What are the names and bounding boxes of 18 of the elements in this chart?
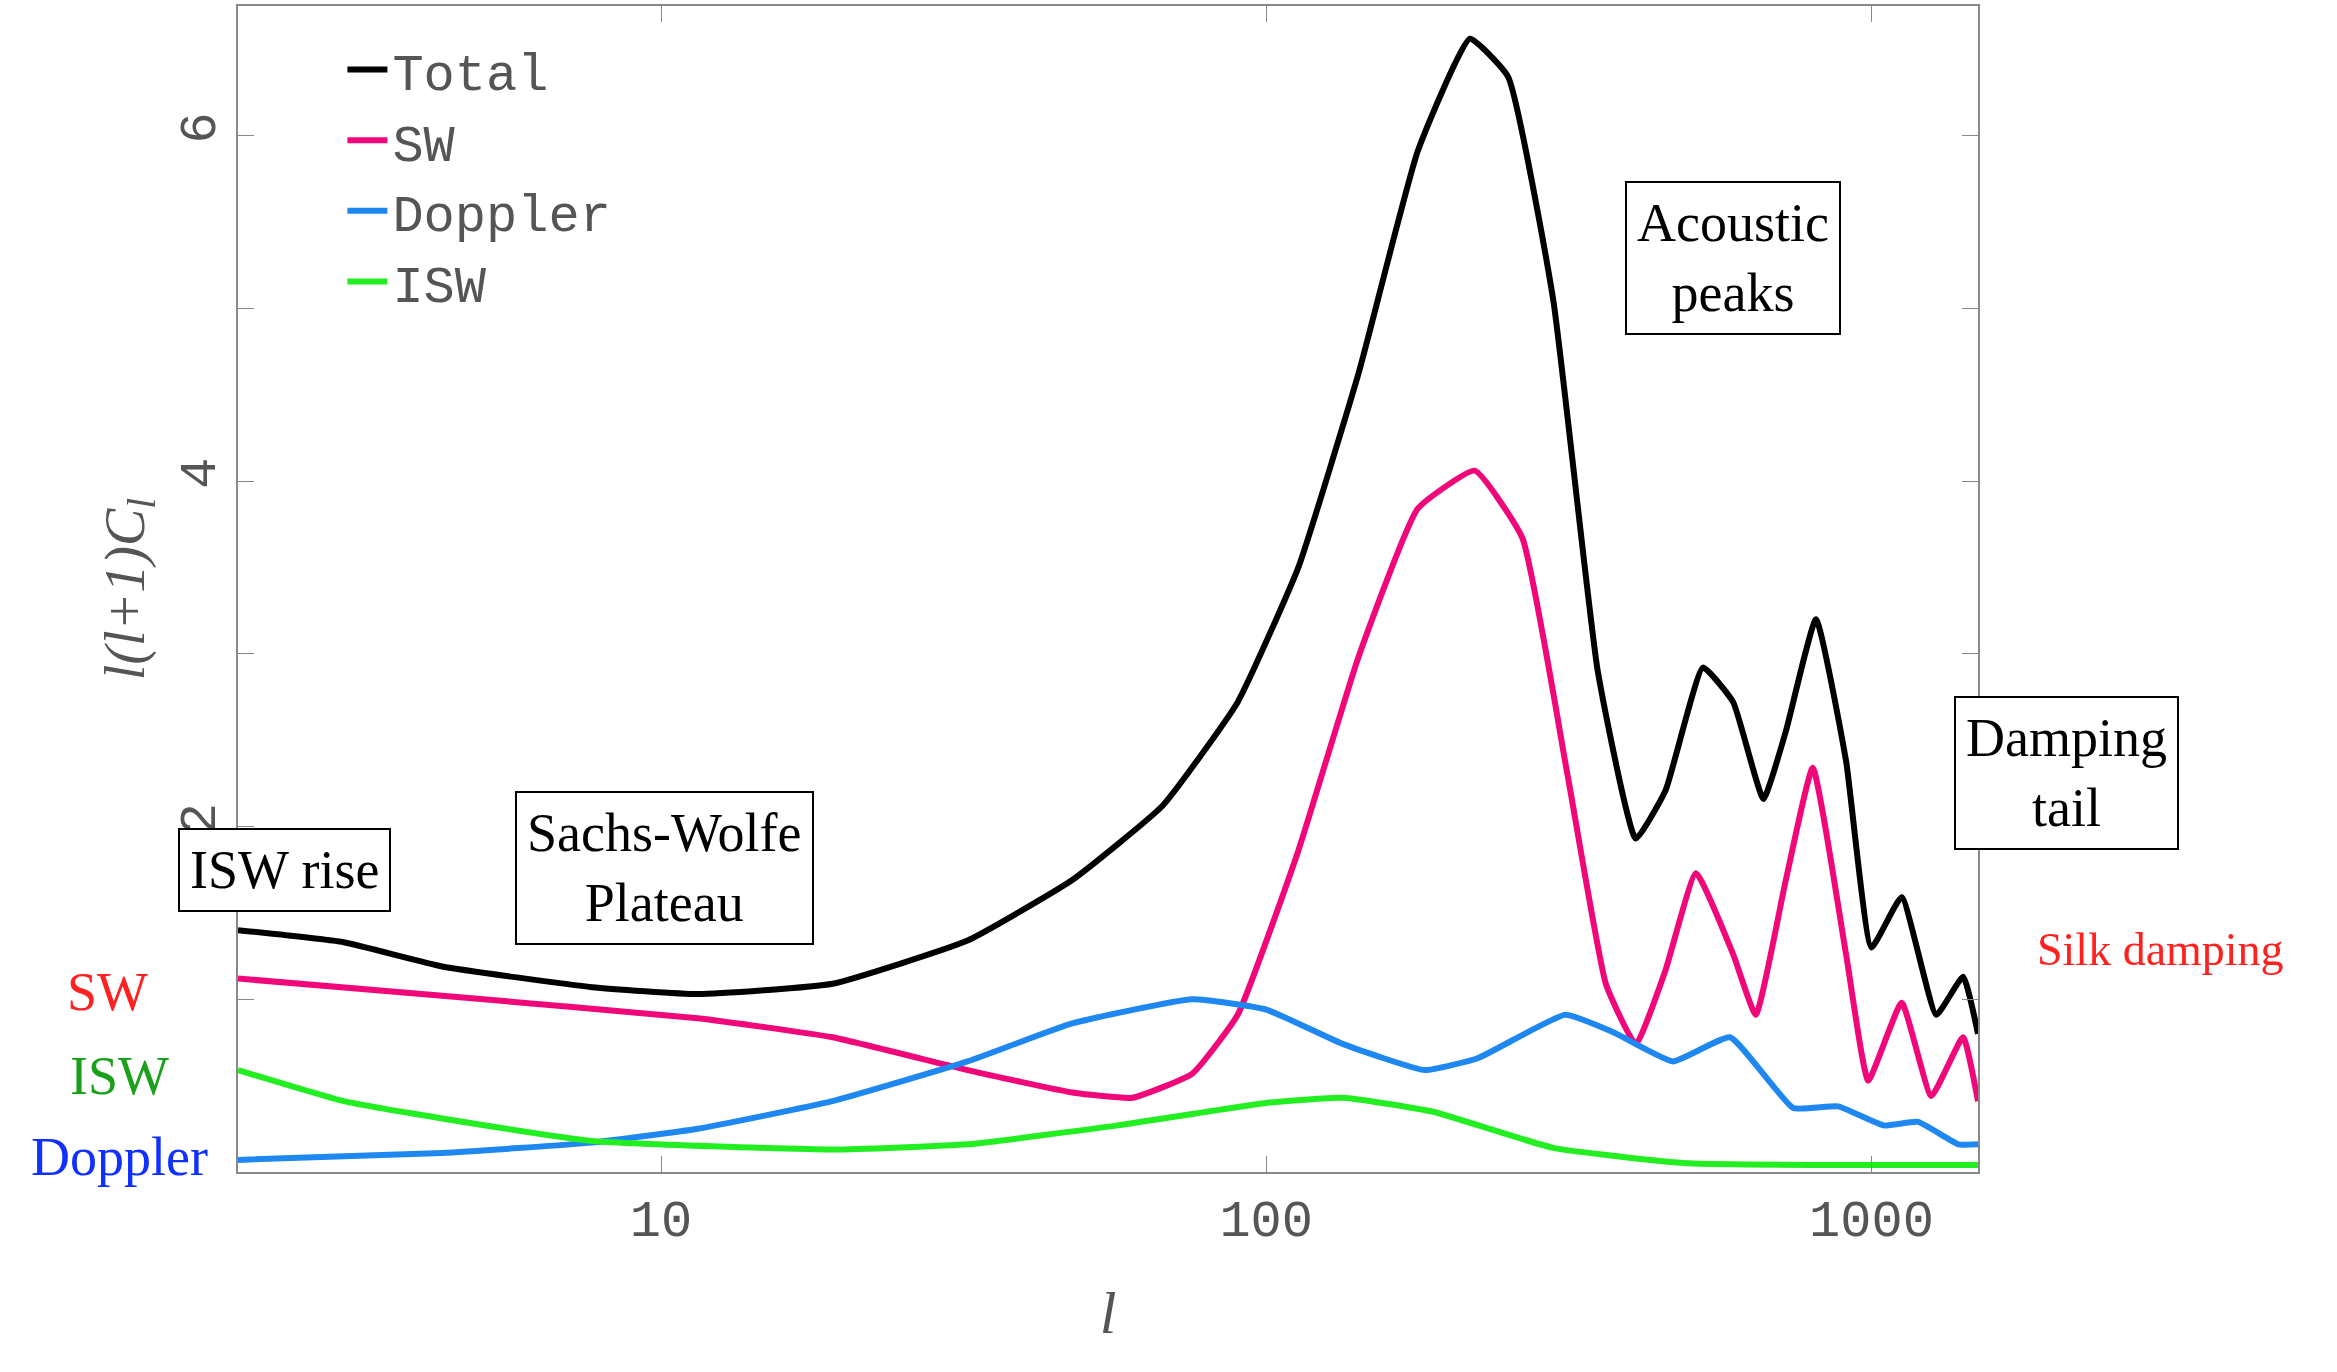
- y-tick-label: 4: [172, 457, 232, 489]
- text: SW: [67, 962, 149, 1022]
- legend-label: Total: [392, 46, 549, 106]
- text: ISW: [70, 1046, 170, 1106]
- x-tick-label: 10: [629, 1193, 693, 1253]
- legend-label: ISW: [392, 258, 487, 318]
- text: Doppler: [31, 1127, 208, 1187]
- x-axis-title: l: [1099, 1280, 1117, 1347]
- legend-label: SW: [392, 117, 456, 177]
- legend-label: Doppler: [392, 188, 611, 248]
- text: Silk damping: [2037, 924, 2284, 975]
- y-tick-label: 6: [172, 112, 232, 144]
- annotation: Damping tail: [1966, 708, 2167, 839]
- annotation: Acoustic peaks: [1637, 193, 1829, 324]
- x-tick-label: 100: [1219, 1193, 1314, 1253]
- annotation: Sachs-Wolfe Plateau: [527, 803, 802, 934]
- annotation: ISW rise: [190, 840, 380, 900]
- x-tick-label: 1000: [1809, 1193, 1934, 1253]
